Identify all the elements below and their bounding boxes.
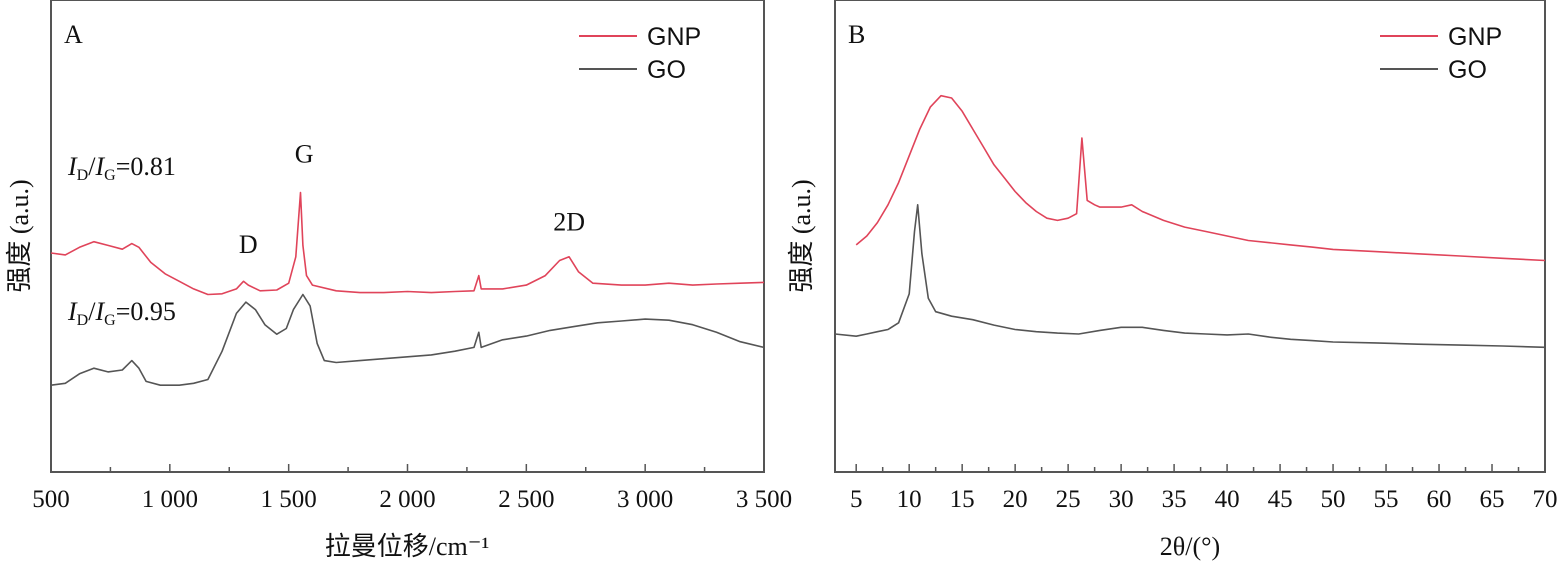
xrd-series-gnp-line <box>855 94 1546 262</box>
ratio-go-i2: I <box>94 297 105 326</box>
ratio-go-i1: I <box>67 297 78 326</box>
raman-x-tick-label: 3 000 <box>617 486 673 513</box>
ratio-go-value: =0.95 <box>116 297 176 326</box>
ratio-gnp-sub2: G <box>104 167 116 184</box>
raman-ratio-gnp: ID/IG=0.81 <box>67 152 176 184</box>
ratio-go-sub1: D <box>77 312 89 329</box>
xrd-x-tick-label: 60 <box>1427 486 1452 513</box>
xrd-x-tick-label: 65 <box>1480 486 1505 513</box>
raman-x-tick-label: 3 500 <box>736 486 792 513</box>
xrd-x-tick-label: 40 <box>1215 486 1240 513</box>
ratio-gnp-sub1: D <box>77 167 89 184</box>
raman-peak-label-d: D <box>239 230 258 259</box>
raman-legend-gnp: GNP <box>647 23 701 51</box>
raman-x-ticks: 500 1 000 1 500 2 000 2 500 3 000 3 500 <box>32 464 792 513</box>
xrd-x-tick-label: 45 <box>1268 486 1293 513</box>
raman-y-axis-title: 强度 (a.u.) <box>5 179 34 292</box>
xrd-panel-letter: B <box>848 20 865 49</box>
xrd-x-tick-label: 10 <box>897 486 922 513</box>
ratio-go-slash: / <box>88 297 96 326</box>
xrd-legend-go: GO <box>1448 56 1487 84</box>
xrd-x-tick-label: 55 <box>1374 486 1399 513</box>
ratio-gnp-i2: I <box>94 152 105 181</box>
xrd-y-axis-title: 强度 (a.u.) <box>787 179 816 292</box>
raman-panel-letter: A <box>64 20 83 49</box>
xrd-x-tick-label: 70 <box>1533 486 1558 513</box>
raman-x-tick-label: 2 000 <box>379 486 435 513</box>
raman-x-tick-label: 500 <box>32 486 70 513</box>
raman-x-tick-label: 1 500 <box>261 486 317 513</box>
xrd-x-axis-title-text: 2θ/(°) <box>1160 532 1220 561</box>
raman-x-tick-label: 2 500 <box>498 486 554 513</box>
ratio-gnp-slash: / <box>88 152 96 181</box>
raman-series-go-line <box>50 293 765 386</box>
xrd-x-tick-label: 30 <box>1109 486 1134 513</box>
xrd-plot-frame <box>834 0 1546 473</box>
xrd-series <box>834 94 1546 349</box>
ratio-gnp-i1: I <box>67 152 78 181</box>
raman-ratio-go: ID/IG=0.95 <box>67 297 176 329</box>
xrd-x-ticks: 5 10 15 20 25 30 35 40 45 50 55 60 65 70 <box>850 464 1558 513</box>
xrd-x-tick-label: 20 <box>1003 486 1028 513</box>
raman-x-tick-label: 1 000 <box>142 486 198 513</box>
raman-series-gnp-line <box>50 191 765 296</box>
xrd-panel: 5 10 15 20 25 30 35 40 45 50 55 60 65 70 B GNP GO 2θ/… <box>787 0 1558 561</box>
raman-peak-label-2d: 2D <box>553 207 585 236</box>
xrd-x-tick-label: 35 <box>1162 486 1187 513</box>
raman-peak-label-g: G <box>295 139 314 168</box>
ratio-gnp-value: =0.81 <box>116 152 176 181</box>
xrd-x-tick-label: 5 <box>850 486 863 513</box>
ratio-go-sub2: G <box>104 312 116 329</box>
xrd-series-go-line <box>834 204 1546 349</box>
xrd-x-tick-label: 25 <box>1056 486 1081 513</box>
raman-x-axis-title: 拉曼位移/cm⁻¹ <box>325 532 490 561</box>
raman-legend-go: GO <box>647 56 686 84</box>
xrd-x-tick-label: 15 <box>950 486 975 513</box>
xrd-x-tick-label: 50 <box>1321 486 1346 513</box>
xrd-x-axis-title: 2θ/(°) <box>1160 532 1220 561</box>
xrd-legend-gnp: GNP <box>1448 23 1502 51</box>
